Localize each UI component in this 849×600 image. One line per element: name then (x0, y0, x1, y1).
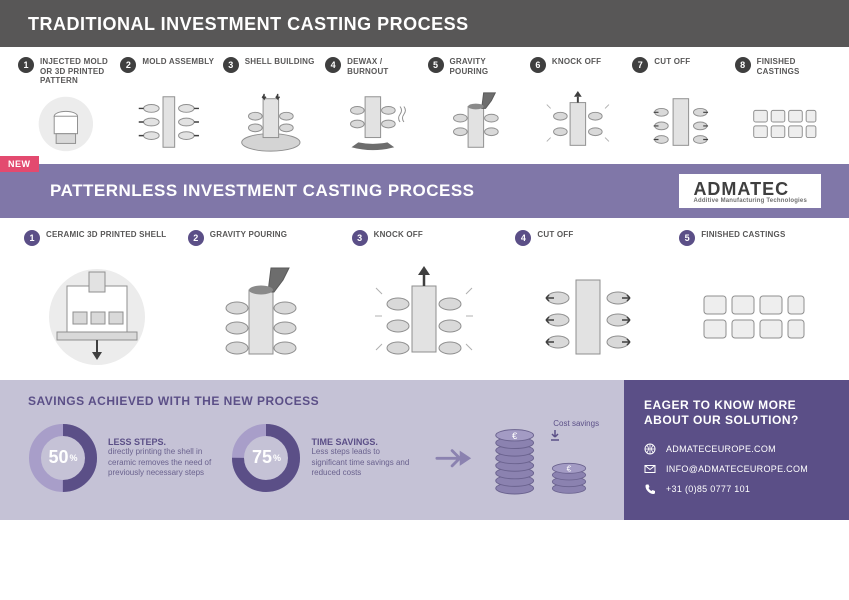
step-label: FINISHED CASTINGS (757, 57, 831, 76)
trad-step-6: 6 KNOCK OFF (530, 57, 626, 158)
donut-chart-75: 75% (231, 423, 301, 493)
svg-text:€: € (512, 431, 518, 442)
new-badge: NEW (0, 156, 39, 172)
step-number: 5 (679, 230, 695, 246)
step-label: SHELL BUILDING (245, 57, 315, 67)
patternless-illus-1 (37, 262, 157, 372)
contact-website[interactable]: ADMATECEUROPE.COM (644, 443, 829, 455)
donut-desc: directly printing the shell in ceramic r… (108, 447, 213, 478)
trad-illus-2 (128, 89, 210, 157)
globe-icon (644, 443, 656, 455)
step-number: 8 (735, 57, 751, 73)
step-number: 6 (530, 57, 546, 73)
step-number: 7 (632, 57, 648, 73)
trad-step-8: 8 FINISHED CASTINGS (735, 57, 831, 158)
step-number: 4 (325, 57, 341, 73)
step-number: 3 (352, 230, 368, 246)
phone-icon (644, 483, 656, 495)
trad-illus-5 (435, 89, 517, 157)
step-label: CUT OFF (654, 57, 690, 67)
step-label: MOLD ASSEMBLY (142, 57, 214, 67)
trad-illus-8 (742, 89, 824, 157)
trad-step-5: 5 GRAVITY POURING (428, 57, 524, 158)
patternless-illus-5 (692, 262, 812, 372)
step-label: CERAMIC 3D PRINTED SHELL (46, 230, 166, 240)
patternless-illus-4 (528, 262, 648, 372)
arrow-icon (435, 444, 473, 473)
donut-heading: TIME SAVINGS. (311, 437, 416, 447)
patternless-illus-2 (201, 262, 321, 372)
donut-value: 50 (48, 447, 68, 468)
contact-panel: EAGER TO KNOW MORE ABOUT OUR SOLUTION? A… (624, 380, 849, 520)
patternless-illus-3 (364, 262, 484, 372)
step-number: 3 (223, 57, 239, 73)
donut-desc: Less steps leads to significant time sav… (311, 447, 416, 478)
trad-step-4: 4 DEWAX / BURNOUT (325, 57, 421, 158)
contact-email[interactable]: INFO@ADMATECEUROPE.COM (644, 463, 829, 475)
trad-illus-1 (25, 90, 107, 158)
trad-illus-4 (332, 89, 414, 157)
patternless-step-5: 5 FINISHED CASTINGS (679, 230, 825, 372)
trad-step-7: 7 CUT OFF (632, 57, 728, 158)
svg-text:€: € (567, 463, 572, 473)
donut-chart-50: 50% (28, 423, 98, 493)
trad-illus-6 (537, 89, 619, 157)
cost-savings-graphic: € Cost savings € (491, 418, 604, 498)
contact-text: ADMATECEUROPE.COM (666, 444, 776, 454)
mail-icon (644, 463, 656, 475)
step-label: GRAVITY POURING (450, 57, 524, 76)
contact-text: INFO@ADMATECEUROPE.COM (666, 464, 808, 474)
savings-donut-1: 50% LESS STEPS. directly printing the sh… (28, 423, 213, 493)
step-label: KNOCK OFF (374, 230, 423, 240)
trad-step-2: 2 MOLD ASSEMBLY (120, 57, 216, 158)
step-number: 4 (515, 230, 531, 246)
step-label: FINISHED CASTINGS (701, 230, 785, 240)
step-label: DEWAX / BURNOUT (347, 57, 421, 76)
traditional-header: TRADITIONAL INVESTMENT CASTING PROCESS (0, 0, 849, 47)
trad-illus-7 (639, 89, 721, 157)
patternless-step-4: 4 CUT OFF (515, 230, 661, 372)
trad-illus-3 (230, 89, 312, 157)
brand-tagline: Additive Manufacturing Technologies (693, 198, 807, 204)
step-number: 2 (188, 230, 204, 246)
traditional-title: TRADITIONAL INVESTMENT CASTING PROCESS (28, 14, 469, 34)
traditional-steps-row: 1 INJECTED MOLD OR 3D PRINTED PATTERN 2 … (0, 47, 849, 164)
patternless-steps-row: 1 CERAMIC 3D PRINTED SHELL 2 GRAVITY POU… (0, 218, 849, 380)
brand-name: ADMATEC (693, 180, 807, 198)
step-number: 5 (428, 57, 444, 73)
step-number: 2 (120, 57, 136, 73)
patternless-title: PATTERNLESS INVESTMENT CASTING PROCESS (50, 181, 475, 201)
cost-savings-label: Cost savings (548, 419, 604, 428)
step-number: 1 (24, 230, 40, 246)
step-label: INJECTED MOLD OR 3D PRINTED PATTERN (40, 57, 114, 86)
trad-step-3: 3 SHELL BUILDING (223, 57, 319, 158)
savings-donut-2: 75% TIME SAVINGS. Less steps leads to si… (231, 423, 416, 493)
savings-title: SAVINGS ACHIEVED WITH THE NEW PROCESS (28, 394, 604, 408)
contact-title: EAGER TO KNOW MORE ABOUT OUR SOLUTION? (644, 398, 829, 429)
patternless-step-1: 1 CERAMIC 3D PRINTED SHELL (24, 230, 170, 372)
trad-step-1: 1 INJECTED MOLD OR 3D PRINTED PATTERN (18, 57, 114, 158)
donut-value: 75 (252, 447, 272, 468)
contact-text: +31 (0)85 0777 101 (666, 484, 750, 494)
brand-logo: ADMATEC Additive Manufacturing Technolog… (679, 174, 821, 208)
savings-main: SAVINGS ACHIEVED WITH THE NEW PROCESS 50… (0, 380, 624, 520)
patternless-step-3: 3 KNOCK OFF (352, 230, 498, 372)
savings-section: SAVINGS ACHIEVED WITH THE NEW PROCESS 50… (0, 380, 849, 520)
donut-heading: LESS STEPS. (108, 437, 213, 447)
step-label: GRAVITY POURING (210, 230, 287, 240)
patternless-step-2: 2 GRAVITY POURING (188, 230, 334, 372)
step-number: 1 (18, 57, 34, 73)
step-label: CUT OFF (537, 230, 573, 240)
step-label: KNOCK OFF (552, 57, 601, 67)
patternless-header: NEW PATTERNLESS INVESTMENT CASTING PROCE… (0, 164, 849, 218)
contact-phone[interactable]: +31 (0)85 0777 101 (644, 483, 829, 495)
arrow-down-icon (548, 428, 562, 442)
